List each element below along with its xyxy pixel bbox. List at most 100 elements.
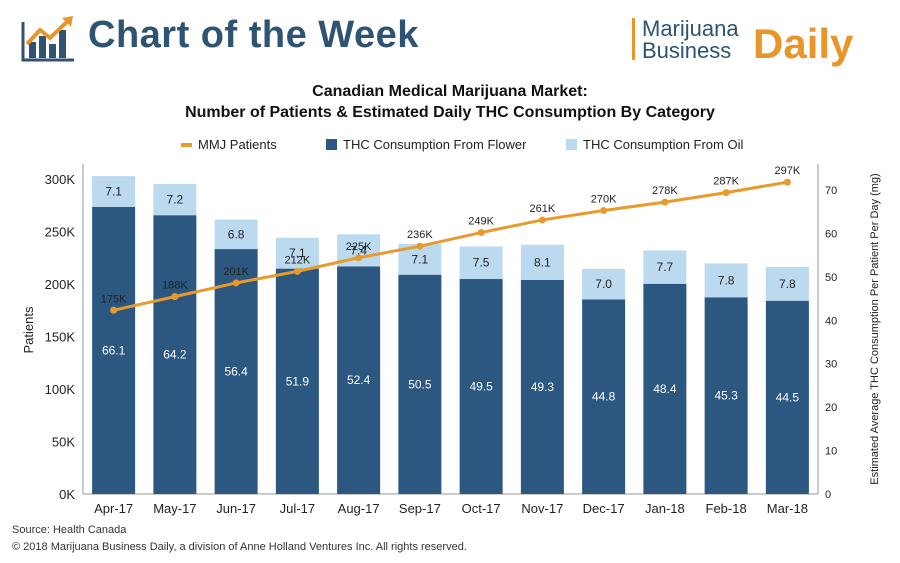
chart-title: Canadian Medical Marijuana Market: Numbe… — [0, 81, 900, 123]
bar-oil — [582, 269, 626, 300]
bar-flower — [214, 249, 258, 494]
left-tick-label: 150K — [45, 330, 76, 345]
right-tick-label: 0 — [825, 489, 831, 501]
bar-labels: 66.1 7.1 64.2 7.2 56.4 6.8 51.9 7.1 52.4 7.4 50.5 7… — [102, 185, 799, 405]
bar-flower-label: 52.4 — [347, 373, 371, 387]
bar-flower-label: 66.1 — [102, 343, 126, 357]
bar-oil-label: 7.5 — [473, 256, 490, 270]
brand-line-1: Marijuana — [642, 16, 739, 41]
bars — [92, 176, 809, 495]
bar-oil-label: 7.7 — [657, 260, 674, 274]
bar-oil — [459, 246, 503, 280]
patients-label: 201K — [223, 266, 249, 278]
bar-flower-label: 50.5 — [408, 377, 432, 391]
bar-oil-label: 6.8 — [228, 227, 245, 241]
right-tick-label: 70 — [825, 185, 837, 197]
copyright-note: © 2018 Marijuana Business Daily, a divis… — [12, 541, 467, 553]
patients-label: 270K — [591, 194, 617, 206]
legend: MMJ Patients THC Consumption From Flower… — [0, 136, 900, 154]
patients-label: 297K — [775, 165, 801, 177]
brand-logo: Marijuana Business Daily — [632, 14, 882, 68]
patients-point — [232, 279, 240, 287]
banner: Chart of the Week Marijuana Business Dai… — [0, 0, 900, 74]
bar-oil — [92, 176, 136, 207]
bar-oil — [337, 234, 381, 267]
bar-flower — [459, 279, 503, 494]
legend-swatch-flower — [326, 139, 337, 150]
patients-label: 212K — [285, 254, 311, 266]
bar-flower — [765, 300, 809, 494]
patients-label: 278K — [652, 185, 678, 197]
bar-flower-label: 51.9 — [286, 374, 310, 388]
patients-label: 261K — [530, 203, 556, 215]
chart-logo-icon — [21, 16, 74, 62]
patients-label: 287K — [713, 176, 739, 188]
left-tick-label: 250K — [45, 225, 76, 240]
right-tick-label: 10 — [825, 446, 837, 458]
x-tick-label: Apr-17 — [94, 501, 133, 516]
bar-oil — [398, 243, 442, 275]
patients-point — [722, 189, 730, 197]
x-tick-label: Nov-17 — [521, 501, 563, 516]
patients-point — [416, 242, 424, 250]
bar-oil-label: 7.1 — [289, 246, 306, 260]
patients-line-path — [113, 180, 788, 312]
patients-point — [293, 267, 301, 275]
left-tick-label: 100K — [45, 382, 76, 397]
axes: 0K 50K 100K 150K 200K 250K 300K 0 10 20 30 40 50 60 70… — [21, 164, 881, 516]
bar-flower-label: 64.2 — [163, 348, 187, 362]
bar-flower-label: 44.8 — [592, 390, 616, 404]
bar-oil-label: 7.1 — [412, 252, 429, 266]
bar-flower — [337, 266, 381, 494]
bar-oil-label: 7.8 — [718, 273, 735, 287]
bar-flower — [520, 279, 564, 494]
patients-label: 249K — [468, 216, 494, 228]
left-tick-label: 0K — [59, 487, 75, 502]
legend-label: THC Consumption From Flower — [343, 137, 527, 152]
bar-oil — [214, 219, 258, 250]
x-tick-label: Feb-18 — [706, 501, 747, 516]
left-tick-label: 50K — [52, 435, 75, 450]
x-tick-label: Mar-18 — [767, 501, 808, 516]
right-tick-label: 30 — [825, 359, 837, 371]
patients-point — [661, 198, 669, 206]
patients-label: 236K — [407, 229, 433, 241]
patients-label: 175K — [101, 293, 127, 305]
left-tick-label: 200K — [45, 277, 76, 292]
brand-daily: Daily — [753, 20, 854, 67]
x-tick-label: Sep-17 — [399, 501, 441, 516]
bar-flower — [398, 274, 442, 494]
legend-swatch-line — [181, 143, 192, 147]
right-axis-title: Estimated Average THC Consumption Per Pa… — [869, 173, 881, 484]
patients-labels: 175K 188K 201K 212K 225K 236K 249K 261K 270K 278K… — [101, 165, 801, 305]
patients-point — [783, 178, 791, 186]
brand-accent-bar — [632, 18, 635, 60]
bar-flower — [643, 283, 687, 494]
patients-point — [538, 216, 546, 224]
bar-oil — [643, 250, 687, 284]
bar-oil — [520, 244, 564, 280]
patients-point — [171, 293, 179, 301]
bar-flower — [92, 206, 136, 495]
chart-title-line-1: Canadian Medical Marijuana Market: — [312, 83, 588, 100]
patients-point — [477, 229, 485, 237]
bar-oil-label: 7.0 — [595, 277, 612, 291]
brand-line-2: Business — [642, 38, 732, 63]
bar-oil — [275, 237, 319, 269]
x-tick-label: Dec-17 — [583, 501, 625, 516]
banner-title: Chart of the Week — [88, 14, 419, 56]
bar-flower-label: 48.4 — [653, 382, 677, 396]
bar-flower — [153, 215, 197, 494]
bar-oil-label: 7.8 — [779, 277, 796, 291]
bar-flower-label: 56.4 — [224, 365, 248, 379]
bar-flower-label: 49.3 — [531, 380, 555, 394]
x-tick-label: Aug-17 — [338, 501, 380, 516]
x-tick-label: Jan-18 — [645, 501, 685, 516]
bar-flower-label: 45.3 — [714, 389, 738, 403]
left-axis-title: Patients — [21, 306, 36, 353]
bar-oil-label: 7.4 — [350, 243, 367, 257]
bar-oil — [765, 266, 809, 301]
x-tick-label: Jun-17 — [216, 501, 256, 516]
bar-flower — [704, 297, 748, 494]
bar-flower — [582, 299, 626, 494]
